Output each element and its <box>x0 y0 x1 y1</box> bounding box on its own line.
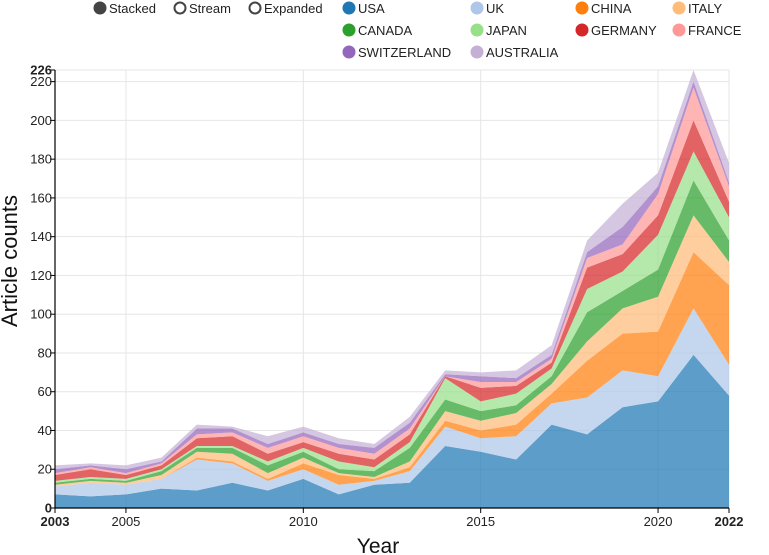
radio-circle-icon[interactable] <box>93 1 107 15</box>
legend-item-switzerland[interactable]: SWITZERLAND <box>342 45 452 60</box>
legend-item-italy[interactable]: ITALY <box>672 1 723 16</box>
legend-item-usa[interactable]: USA <box>342 1 386 16</box>
y-tick-label: 220 <box>30 74 52 89</box>
legend-swatch <box>672 23 686 37</box>
legend-item-canada[interactable]: CANADA <box>342 23 413 38</box>
y-tick-label: 0 <box>45 501 52 516</box>
x-tick-label: 2022 <box>715 514 744 529</box>
legend: USA UK CHINA ITALY CANADA JAPAN GERMANY FRANCE S… <box>342 1 742 60</box>
legend-item-uk[interactable]: UK <box>470 1 505 16</box>
area-uk[interactable] <box>55 308 729 497</box>
mode-stream-radio[interactable]: Stream <box>173 1 231 16</box>
legend-label: UK <box>486 1 504 16</box>
legend-swatch <box>672 1 686 15</box>
legend-swatch <box>470 1 484 15</box>
y-tick-label: 226 <box>30 63 52 78</box>
y-tick-label: 80 <box>38 345 52 360</box>
y-axis-title: Article counts <box>0 195 22 327</box>
x-tick-label: 2020 <box>644 514 673 529</box>
x-tick-label: 2015 <box>466 514 495 529</box>
legend-swatch <box>470 23 484 37</box>
radio-circle-icon[interactable] <box>248 1 262 15</box>
legend-label: JAPAN <box>486 23 527 38</box>
mode-expanded-radio[interactable]: Expanded <box>248 1 323 16</box>
legend-label: SWITZERLAND <box>358 45 451 60</box>
radio-circle-icon[interactable] <box>173 1 187 15</box>
y-tick-label: 60 <box>38 384 52 399</box>
mode-label: Stream <box>189 1 231 16</box>
legend-swatch <box>575 23 589 37</box>
y-tick-label: 20 <box>38 462 52 477</box>
mode-selector: Stacked Stream Expanded <box>93 1 323 16</box>
legend-swatch <box>342 23 356 37</box>
x-tick-label: 2010 <box>289 514 318 529</box>
x-tick-label: 2005 <box>111 514 140 529</box>
legend-label: CHINA <box>591 1 632 16</box>
legend-item-australia[interactable]: AUSTRALIA <box>470 45 559 60</box>
mode-stacked-radio[interactable]: Stacked <box>93 1 156 16</box>
y-tick-label: 120 <box>30 268 52 283</box>
legend-label: GERMANY <box>591 23 657 38</box>
axes <box>54 70 729 509</box>
legend-label: FRANCE <box>688 23 742 38</box>
mode-label: Stacked <box>109 1 156 16</box>
legend-label: AUSTRALIA <box>486 45 559 60</box>
y-tick-label: 200 <box>30 113 52 128</box>
legend-item-germany[interactable]: GERMANY <box>575 23 658 38</box>
y-tick-label: 180 <box>30 152 52 167</box>
area-layers <box>55 70 729 508</box>
area-china[interactable] <box>55 252 729 487</box>
legend-item-france[interactable]: FRANCE <box>672 23 742 38</box>
x-axis-title: Year <box>357 535 399 555</box>
y-tick-label: 160 <box>30 190 52 205</box>
area-usa[interactable] <box>55 354 729 508</box>
x-tick-label: 2003 <box>41 514 70 529</box>
legend-item-china[interactable]: CHINA <box>575 1 632 16</box>
area-italy[interactable] <box>55 215 729 487</box>
y-tick-label: 100 <box>30 307 52 322</box>
legend-swatch <box>342 1 356 15</box>
y-tick-label: 40 <box>38 423 52 438</box>
legend-swatch <box>470 45 484 59</box>
area-canada[interactable] <box>55 180 729 485</box>
legend-swatch <box>575 1 589 15</box>
mode-label: Expanded <box>264 1 323 16</box>
x-axis-ticks: 2003 2005 2010 2015 2020 2022 <box>41 508 744 529</box>
legend-label: ITALY <box>688 1 723 16</box>
legend-label: CANADA <box>358 23 413 38</box>
y-tick-label: 140 <box>30 229 52 244</box>
legend-swatch <box>342 45 356 59</box>
legend-item-japan[interactable]: JAPAN <box>470 23 527 38</box>
legend-label: USA <box>358 1 385 16</box>
